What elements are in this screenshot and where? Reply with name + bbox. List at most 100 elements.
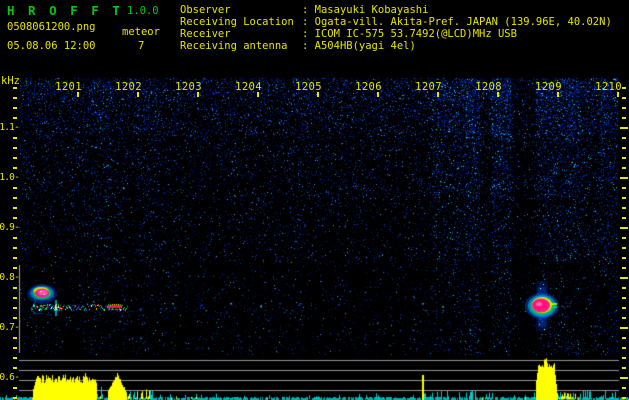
right-axis-minor-tick [622,257,626,259]
freq-minor-tick [13,207,17,209]
right-axis-minor-tick [622,187,626,189]
right-axis-minor-tick [622,347,626,349]
time-tick-label: 1209 [535,81,562,93]
freq-tick-label: 0.7- [0,322,20,333]
receiver-info-row: Receiving Location: Ogata-vill. Akita-Pr… [180,16,612,28]
time-tick [197,92,199,97]
info-value: Masayuki Kobayashi [314,4,429,16]
freq-minor-tick [13,117,17,119]
right-axis-minor-tick [622,357,626,359]
freq-minor-tick [13,337,17,339]
time-tick-label: 1203 [175,81,202,93]
observation-mode: meteor [122,26,160,38]
info-label: Observer [180,4,231,16]
time-tick [497,92,499,97]
freq-minor-tick [13,347,17,349]
freq-minor-tick [13,317,17,319]
right-axis-minor-tick [622,167,626,169]
output-filename: 0508061200.png [7,21,96,33]
freq-tick-label: 1.1- [0,122,20,133]
time-tick-label: 1202 [115,81,142,93]
freq-minor-tick [13,167,17,169]
time-tick [617,92,619,97]
time-tick [317,92,319,97]
freq-minor-tick [13,237,17,239]
echo-count: 7 [138,40,145,52]
right-axis-minor-tick [622,197,626,199]
time-tick [377,92,379,97]
time-tick [437,92,439,97]
right-axis-major-tick [620,377,628,379]
freq-minor-tick [13,367,17,369]
freq-tick-label: 0.8- [0,272,20,283]
info-colon: : [302,40,315,52]
time-tick-label: 1205 [295,81,322,93]
freq-minor-tick [13,387,17,389]
app-version: 1.0.0 [127,5,159,17]
time-tick-label: 1208 [475,81,502,93]
receiver-info-row: Receiver: ICOM IC-575 53.7492(@LCD)MHz U… [180,28,612,40]
khz-axis-label: kHz [1,75,20,87]
freq-minor-tick [13,147,17,149]
freq-minor-tick [13,267,17,269]
receiver-info-block: Observer: Masayuki Kobayashi Receiving Lo… [180,4,612,52]
freq-minor-tick [13,97,17,99]
freq-minor-tick [13,187,17,189]
info-label: Receiver [180,28,231,40]
right-axis-minor-tick [622,147,626,149]
right-axis-minor-tick [622,387,626,389]
info-value: ICOM IC-575 53.7492(@LCD)MHz USB [314,28,517,40]
right-axis-major-tick [620,127,628,129]
right-axis-minor-tick [622,97,626,99]
time-tick [257,92,259,97]
freq-tick-label: 1.0- [0,172,20,183]
right-axis-minor-tick [622,307,626,309]
time-tick [137,92,139,97]
info-label: Receiving antenna [180,40,288,52]
right-axis-minor-tick [622,297,626,299]
time-tick [557,92,559,97]
freq-minor-tick [13,157,17,159]
freq-minor-tick [13,197,17,199]
right-axis-major-tick [620,227,628,229]
time-tick-label: 1207 [415,81,442,93]
right-axis-minor-tick [622,267,626,269]
time-tick [77,92,79,97]
receiver-info-row: Receiving antenna: A504HB(yagi 4el) [180,40,612,52]
right-axis-minor-tick [622,157,626,159]
right-axis-minor-tick [622,397,626,399]
freq-minor-tick [13,287,17,289]
freq-minor-tick [13,297,17,299]
right-axis-minor-tick [622,217,626,219]
right-axis-major-tick [620,277,628,279]
freq-minor-tick [13,87,17,89]
freq-minor-tick [13,397,17,399]
info-value: A504HB(yagi 4el) [314,40,416,52]
right-axis-minor-tick [622,137,626,139]
right-axis-minor-tick [622,107,626,109]
right-axis-major-tick [620,177,628,179]
info-colon: : [302,16,315,28]
info-label: Receiving Location [180,16,294,28]
observation-datetime: 05.08.06 12:00 [7,40,96,52]
info-colon: : [302,28,315,40]
time-tick-label: 1204 [235,81,262,93]
freq-minor-tick [13,307,17,309]
right-axis-major-tick [620,327,628,329]
receiver-info-row: Observer: Masayuki Kobayashi [180,4,612,16]
right-axis-minor-tick [622,87,626,89]
freq-minor-tick [13,137,17,139]
freq-minor-tick [13,257,17,259]
freq-minor-tick [13,107,17,109]
info-colon: : [302,4,315,16]
right-axis-minor-tick [622,317,626,319]
right-axis-minor-tick [622,287,626,289]
time-tick-label: 1201 [55,81,82,93]
right-axis-minor-tick [622,367,626,369]
freq-tick-label: 0.6- [0,372,20,383]
right-axis-minor-tick [622,237,626,239]
freq-tick-label: 0.9- [0,222,20,233]
info-value: Ogata-vill. Akita-Pref. JAPAN (139.96E, … [314,16,612,28]
